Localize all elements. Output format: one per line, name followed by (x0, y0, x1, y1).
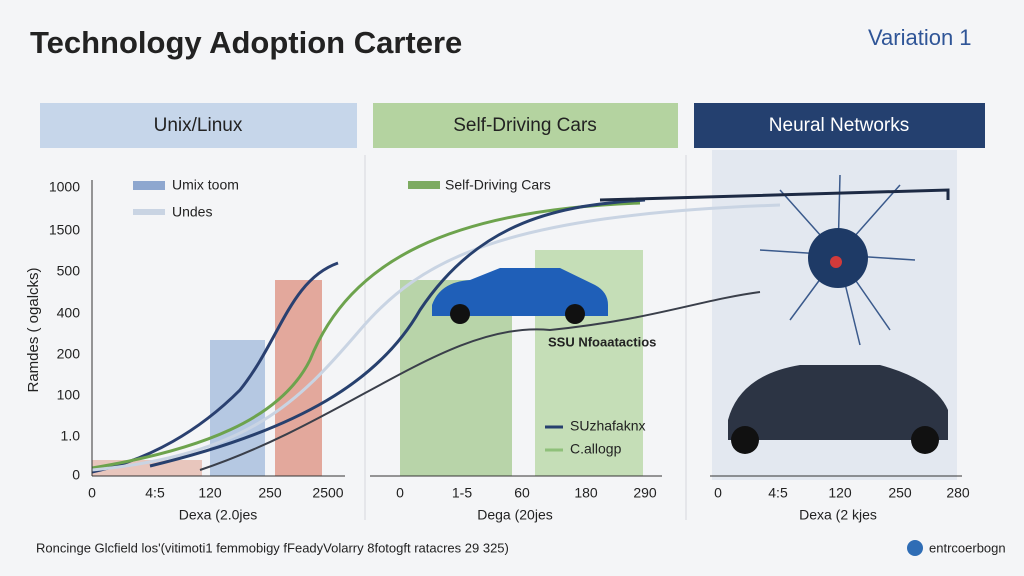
legend-swatch (133, 181, 165, 190)
y-tick-label: 100 (57, 387, 81, 403)
x-tick-label: 2500 (312, 485, 343, 501)
legend-label: Umix toom (172, 177, 239, 193)
neuron-core (830, 256, 842, 268)
legend-label: SUzhafaknx (570, 418, 645, 434)
x-tick-label: 120 (198, 485, 222, 501)
wheel (731, 426, 759, 454)
wheel (565, 304, 585, 324)
x-tick-label: 0 (88, 485, 96, 501)
y-tick-label: 500 (57, 263, 81, 279)
panel-header (40, 103, 357, 148)
legend-label: Self-Driving Cars (445, 177, 551, 193)
neuron-image (759, 174, 916, 346)
x-tick-label: 1-5 (452, 485, 472, 501)
title: Technology Adoption Cartere (30, 25, 462, 60)
brand: entrcoerbogn (929, 540, 1006, 555)
footer-note: Roncinge Glcfield los'(vitimoti1 femmobi… (36, 540, 509, 555)
legend-swatch (133, 209, 165, 215)
y-tick-label: 200 (57, 346, 81, 362)
x-tick-label: 4:5 (145, 485, 165, 501)
x-tick-label: 120 (828, 485, 852, 501)
legend-label: C.allogp (570, 441, 622, 457)
x-axis-title: Dexa (2.0jes (179, 507, 258, 523)
legend-label: Undes (172, 204, 212, 220)
wheel (450, 304, 470, 324)
variation: Variation 1 (868, 25, 972, 50)
x-tick-label: 290 (633, 485, 657, 501)
x-tick-label: 180 (574, 485, 598, 501)
wheel (911, 426, 939, 454)
x-tick-label: 250 (888, 485, 912, 501)
curves (91, 188, 950, 474)
car-image (728, 365, 948, 440)
y-tick-label: 0 (72, 467, 80, 483)
y-tick-label: 1000 (49, 179, 80, 195)
legend-swatch (408, 181, 440, 189)
x-axis-title: Dexa (2 kjes (799, 507, 877, 523)
panel-title: Unix/Linux (154, 115, 243, 136)
panel-header (694, 103, 985, 148)
x-tick-label: 250 (258, 485, 282, 501)
x-tick-label: 280 (946, 485, 970, 501)
brand-icon (907, 540, 923, 556)
x-tick-label: 4:5 (768, 485, 788, 501)
annotation: SSU Nfoaatactios (548, 334, 656, 349)
y-axis-title: Ramdes ( ogalcks) (25, 267, 42, 392)
y-tick-label: 400 (57, 305, 81, 321)
x-tick-label: 0 (396, 485, 404, 501)
y-tick-label: 1.0 (61, 428, 81, 444)
car-image (432, 268, 608, 316)
x-axis-title: Dega (20jes (477, 507, 553, 523)
y-tick-label: 1500 (49, 222, 80, 238)
panel-title: Neural Networks (769, 115, 909, 136)
axes (91, 180, 962, 477)
x-tick-label: 60 (514, 485, 530, 501)
panel-header (373, 103, 678, 148)
x-tick-label: 0 (714, 485, 722, 501)
panel-title: Self-Driving Cars (453, 115, 597, 136)
